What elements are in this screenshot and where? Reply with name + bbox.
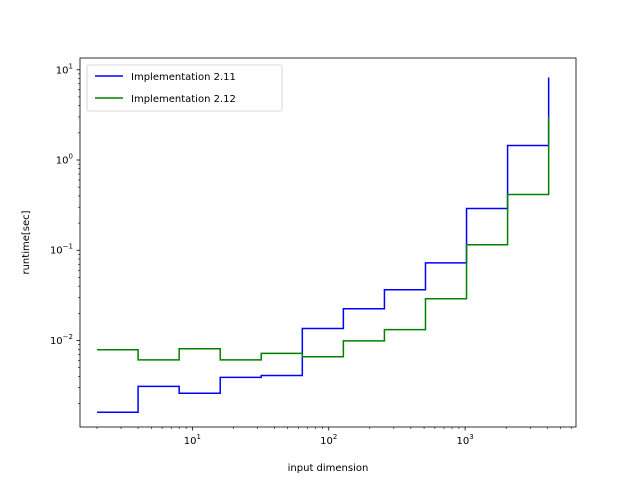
y-axis-label: runtime[sec] <box>21 210 32 274</box>
legend-box <box>86 64 283 112</box>
x-tick-label: 103 <box>457 433 474 447</box>
y-tick-label: 10−2 <box>50 333 73 347</box>
series-line-1 <box>97 116 550 361</box>
y-tick-label: 100 <box>56 153 73 167</box>
legend-label-0: Implementation 2.11 <box>131 72 236 83</box>
plot-frame <box>79 57 577 428</box>
x-tick-label: 101 <box>184 433 201 447</box>
x-tick-label: 102 <box>320 433 337 447</box>
y-tick-label: 101 <box>56 62 73 76</box>
y-tick-label: 10−1 <box>50 243 73 257</box>
series-layer <box>97 77 550 414</box>
x-axis-label: input dimension <box>288 463 369 474</box>
legend: Implementation 2.11 Implementation 2.12 <box>86 64 283 112</box>
plot-area <box>80 58 576 427</box>
legend-label-1: Implementation 2.12 <box>131 94 236 105</box>
series-line-0 <box>97 77 550 414</box>
major-ticks: 101 102 103 10−2 10−1 100 101 <box>50 62 474 447</box>
